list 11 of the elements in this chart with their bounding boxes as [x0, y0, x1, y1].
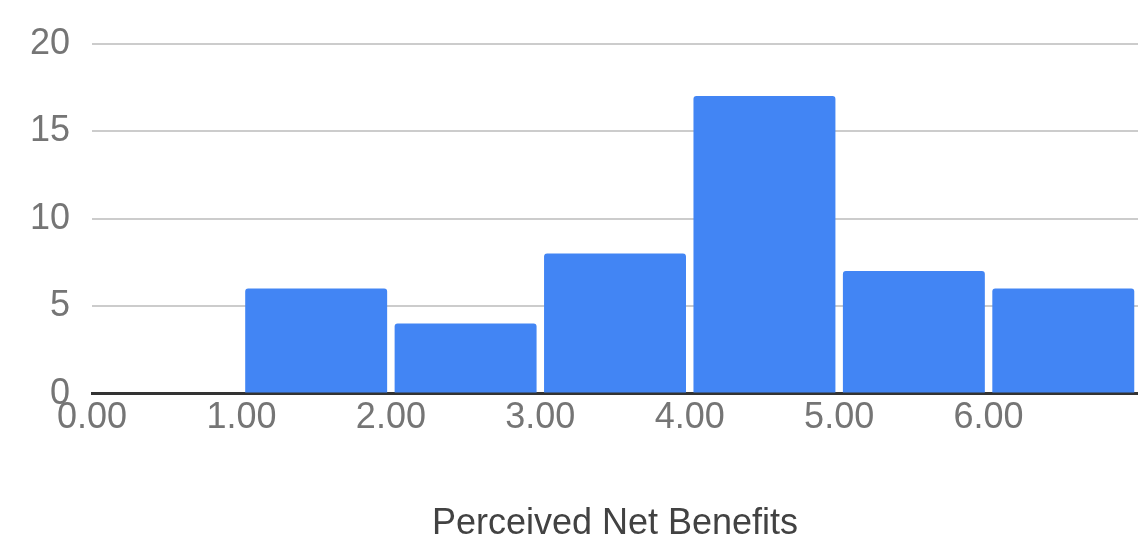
y-tick-label: 20: [30, 20, 71, 62]
x-tick-label: 3.00: [505, 395, 576, 437]
y-tick-label: 15: [30, 108, 71, 150]
x-axis-title: Perceived Net Benefits: [431, 501, 799, 543]
y-tick-label: 10: [30, 195, 71, 237]
x-tick-label: 4.00: [654, 395, 725, 437]
y-tick-label: 5: [50, 283, 71, 325]
x-tick-label: 5.00: [804, 395, 875, 437]
x-tick-label: 1.00: [206, 395, 277, 437]
x-tick-label: 6.00: [953, 395, 1024, 437]
x-tick-label: 2.00: [355, 395, 426, 437]
